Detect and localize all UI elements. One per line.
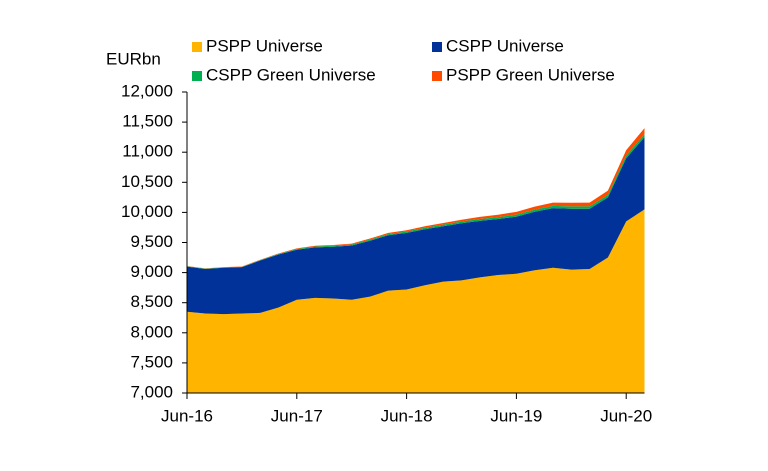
legend-swatch	[432, 71, 442, 81]
area	[187, 209, 645, 393]
x-tick-label: Jun-16	[161, 406, 213, 425]
x-tick-label: Jun-17	[271, 406, 323, 425]
y-axis-label: EURbn	[106, 49, 161, 68]
legend-label: PSPP Green Universe	[446, 65, 615, 84]
legend-label: CSPP Green Universe	[206, 65, 376, 84]
y-tick-label: 9,500	[130, 232, 173, 251]
y-tick-label: 8,000	[130, 322, 173, 341]
x-tick-label: Jun-20	[600, 406, 652, 425]
y-tick-label: 7,500	[130, 352, 173, 371]
y-tick-label: 12,000	[121, 81, 173, 100]
area	[187, 137, 645, 315]
y-tick-label: 7,000	[130, 382, 173, 401]
legend-label: PSPP Universe	[206, 36, 323, 55]
legend-swatch	[192, 42, 202, 52]
legend-swatch	[432, 42, 442, 52]
y-tick-label: 10,000	[121, 202, 173, 221]
y-tick-label: 10,500	[121, 172, 173, 191]
y-tick-label: 11,000	[122, 142, 173, 161]
legend-label: CSPP Universe	[446, 36, 564, 55]
y-tick-label: 8,500	[130, 292, 173, 311]
y-tick-label: 9,000	[130, 262, 173, 281]
legend-swatch	[192, 71, 202, 81]
x-tick-label: Jun-19	[490, 406, 542, 425]
y-tick-label: 11,500	[122, 112, 173, 131]
x-tick-label: Jun-18	[381, 406, 433, 425]
